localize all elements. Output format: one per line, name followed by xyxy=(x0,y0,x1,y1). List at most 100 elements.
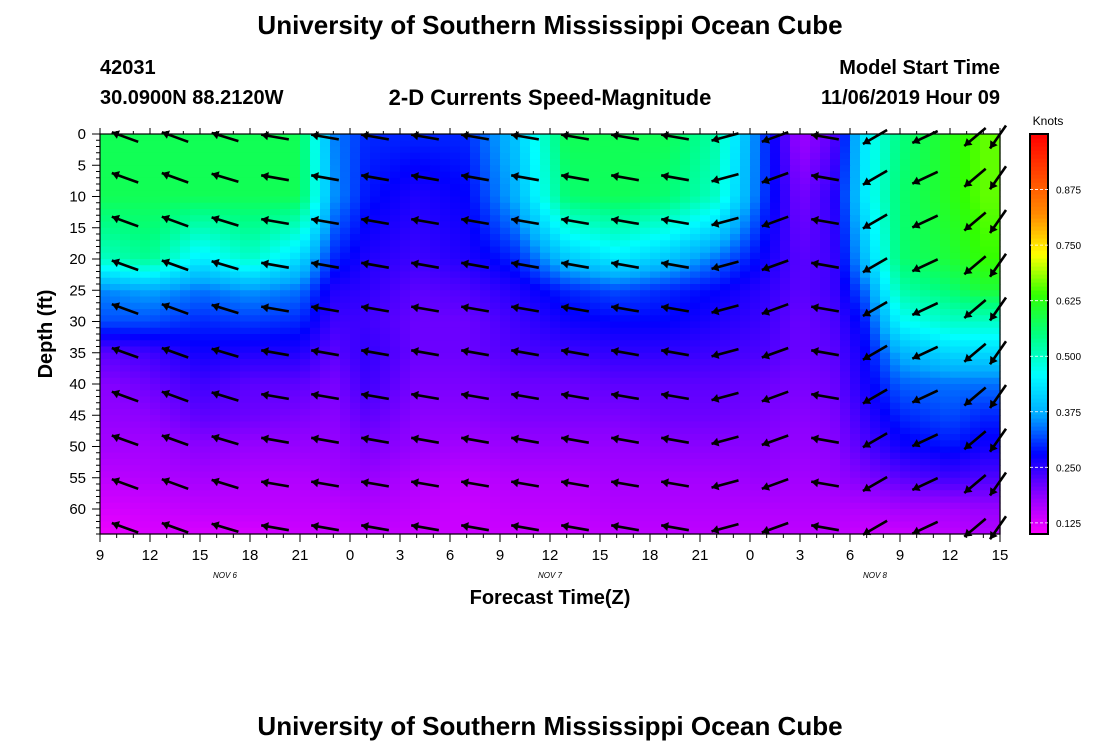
heatmap-cell xyxy=(150,221,161,229)
heatmap-cell xyxy=(510,396,521,404)
heatmap-cell xyxy=(600,252,611,260)
heatmap-cell xyxy=(750,471,761,479)
heatmap-cell xyxy=(150,246,161,254)
heatmap-cell xyxy=(480,365,491,373)
heatmap-cell xyxy=(400,402,411,410)
heatmap-cell xyxy=(560,240,571,248)
heatmap-cell xyxy=(260,165,271,173)
heatmap-cell xyxy=(630,446,641,454)
heatmap-cell xyxy=(160,146,171,154)
heatmap-cell xyxy=(430,234,441,241)
heatmap-cell xyxy=(110,409,121,416)
heatmap-cell xyxy=(100,134,111,141)
heatmap-cell xyxy=(180,140,191,148)
heatmap-cell xyxy=(530,446,541,454)
heatmap-cell xyxy=(650,227,661,235)
heatmap-cell xyxy=(820,252,831,260)
heatmap-cell xyxy=(320,327,331,335)
heatmap-cell xyxy=(770,215,781,223)
heatmap-cell xyxy=(360,177,371,185)
heatmap-cell xyxy=(930,465,941,473)
heatmap-cell xyxy=(570,327,581,335)
heatmap-cell xyxy=(560,202,571,210)
heatmap-cell xyxy=(930,371,941,379)
heatmap-cell xyxy=(760,452,771,460)
heatmap-cell xyxy=(770,409,781,416)
heatmap-cell xyxy=(990,240,1001,248)
heatmap-cell xyxy=(650,471,661,479)
heatmap-cell xyxy=(740,384,751,391)
heatmap-cell xyxy=(110,246,121,254)
heatmap-cell xyxy=(960,265,971,273)
heatmap-cell xyxy=(880,177,891,185)
heatmap-cell xyxy=(900,190,911,198)
heatmap-cell xyxy=(760,302,771,310)
heatmap-cell xyxy=(650,177,661,185)
heatmap-cell xyxy=(450,259,461,266)
heatmap-cell xyxy=(980,227,991,235)
heatmap-cell xyxy=(470,277,481,285)
heatmap-cell xyxy=(580,246,591,254)
heatmap-cell xyxy=(430,452,441,460)
heatmap-cell xyxy=(390,134,401,141)
heatmap-cell xyxy=(370,390,381,398)
heatmap-cell xyxy=(960,146,971,154)
heatmap-cell xyxy=(500,334,511,341)
heatmap-cell xyxy=(510,421,521,429)
heatmap-cell xyxy=(280,302,291,310)
heatmap-cell xyxy=(810,452,821,460)
heatmap-cell xyxy=(740,146,751,154)
heatmap-cell xyxy=(460,196,471,204)
heatmap-cell xyxy=(610,140,621,148)
heatmap-cell xyxy=(380,415,391,423)
heatmap-cell xyxy=(800,377,811,385)
heatmap-cell xyxy=(760,165,771,173)
heatmap-cell xyxy=(970,165,981,173)
heatmap-cell xyxy=(980,459,991,466)
heatmap-cell xyxy=(510,315,521,323)
heatmap-cell xyxy=(990,371,1001,379)
heatmap-cell xyxy=(420,384,431,391)
heatmap-cell xyxy=(370,471,381,479)
heatmap-cell xyxy=(580,134,591,141)
heatmap-cell xyxy=(200,315,211,323)
heatmap-cell xyxy=(800,246,811,254)
heatmap-cell xyxy=(480,452,491,460)
heatmap-cell xyxy=(200,334,211,341)
heatmap-cell xyxy=(100,409,111,416)
heatmap-cell xyxy=(790,377,801,385)
heatmap-cell xyxy=(670,327,681,335)
heatmap-cell xyxy=(350,390,361,398)
heatmap-cell xyxy=(270,240,281,248)
heatmap-cell xyxy=(450,452,461,460)
heatmap-cell xyxy=(880,334,891,341)
heatmap-cell xyxy=(600,177,611,185)
heatmap-cell xyxy=(900,134,911,141)
heatmap-cell xyxy=(380,359,391,366)
heatmap-cell xyxy=(220,146,231,154)
heatmap-cell xyxy=(420,202,431,210)
heatmap-cell xyxy=(300,340,311,348)
heatmap-cell xyxy=(190,152,201,160)
heatmap-cell xyxy=(180,196,191,204)
heatmap-cell xyxy=(790,465,801,473)
heatmap-cell xyxy=(810,359,821,366)
heatmap-cell xyxy=(970,465,981,473)
heatmap-cell xyxy=(200,171,211,179)
heatmap-cell xyxy=(270,302,281,310)
heatmap-cell xyxy=(140,315,151,323)
heatmap-cell xyxy=(680,396,691,404)
heatmap-cell xyxy=(600,296,611,304)
heatmap-cell xyxy=(410,359,421,366)
heatmap-cell xyxy=(110,459,121,466)
heatmap-cell xyxy=(410,246,421,254)
heatmap-cell xyxy=(590,196,601,204)
heatmap-cell xyxy=(800,234,811,241)
heatmap-cell xyxy=(250,340,261,348)
heatmap-cell xyxy=(760,271,771,279)
heatmap-cell xyxy=(620,221,631,229)
heatmap-cell xyxy=(890,321,901,329)
heatmap-cell xyxy=(230,302,241,310)
heatmap-cell xyxy=(790,246,801,254)
heatmap-cell xyxy=(790,446,801,454)
